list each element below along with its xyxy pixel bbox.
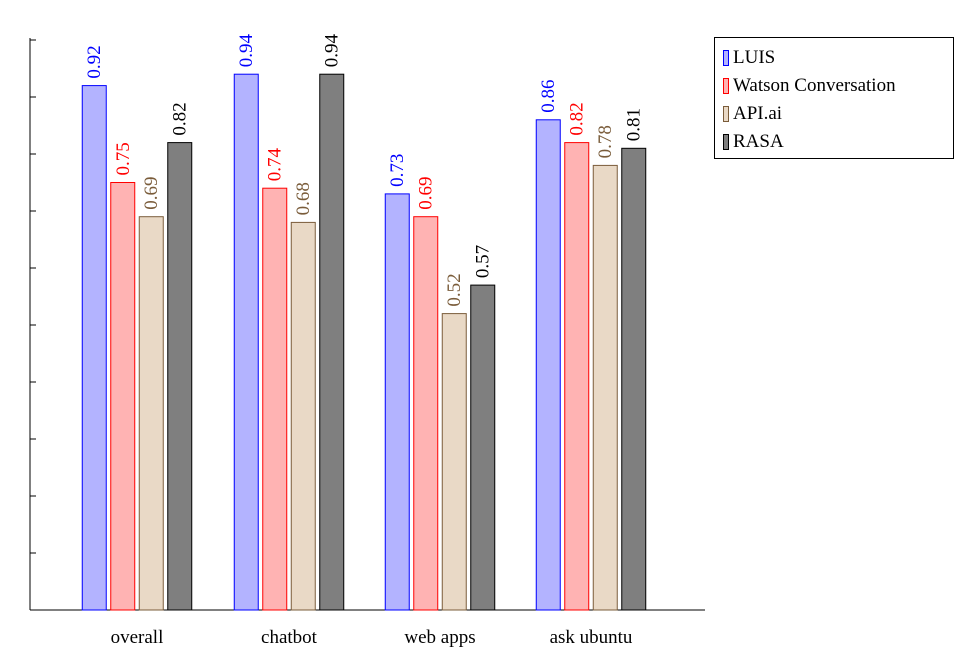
bar: [535, 119, 561, 611]
value-labels: 0.92 0.75 0.69 0.82 0.94 0.74 0.68 0.94 0.73 0.69…: [84, 33, 645, 306]
bar: [167, 142, 193, 611]
bar: [621, 147, 647, 611]
bar: [138, 216, 164, 611]
x-tick-labels: overall chatbot web apps ask ubuntu: [111, 627, 633, 648]
bar: [233, 73, 259, 611]
bar-value-label: 0.68: [293, 182, 314, 215]
legend-item-api-ai: API.ai: [715, 100, 953, 128]
bar-value-label: 0.92: [84, 45, 105, 78]
bar: [413, 216, 439, 611]
legend-swatch: [723, 78, 729, 94]
bar-value-label: 0.94: [236, 33, 257, 67]
x-tick-label: ask ubuntu: [550, 627, 633, 648]
bar: [384, 193, 410, 611]
bar-value-label: 0.73: [387, 154, 408, 187]
legend-swatch: [723, 50, 729, 66]
bar-value-label: 0.94: [322, 33, 343, 67]
bars: [81, 73, 647, 611]
x-tick-label: web apps: [404, 627, 475, 648]
bar-value-label: 0.81: [624, 108, 645, 141]
bar-value-label: 0.52: [444, 273, 465, 306]
legend-item-luis: LUIS: [715, 44, 953, 72]
bar-value-label: 0.82: [170, 102, 191, 135]
legend-item-watson-conversation: Watson Conversation: [715, 72, 953, 100]
bar: [592, 164, 618, 611]
x-tick-label: overall: [111, 627, 164, 648]
legend-label: RASA: [733, 131, 784, 152]
bar-value-label: 0.78: [595, 125, 616, 158]
legend-label: Watson Conversation: [733, 75, 896, 96]
bar: [110, 182, 136, 611]
bar: [564, 142, 590, 611]
legend-label: LUIS: [733, 47, 776, 68]
bar-value-label: 0.86: [538, 80, 559, 113]
bar: [262, 187, 288, 611]
bar-value-label: 0.57: [473, 245, 494, 278]
x-tick-label: chatbot: [261, 627, 318, 648]
legend-item-rasa: RASA: [715, 128, 953, 156]
legend-swatch: [723, 134, 729, 150]
bar: [81, 85, 107, 611]
bar: [290, 221, 316, 611]
bar-value-label: 0.69: [416, 176, 437, 209]
bar-value-label: 0.69: [141, 176, 162, 209]
legend-label: API.ai: [733, 103, 783, 124]
bar-value-label: 0.74: [265, 147, 286, 181]
bar: [441, 313, 467, 611]
bar: [470, 284, 496, 611]
bar-value-label: 0.75: [113, 142, 134, 175]
bar-value-label: 0.82: [567, 102, 588, 135]
legend: LUIS Watson Conversation API.ai RASA: [714, 37, 954, 159]
legend-swatch: [723, 106, 729, 122]
bar: [319, 73, 345, 611]
